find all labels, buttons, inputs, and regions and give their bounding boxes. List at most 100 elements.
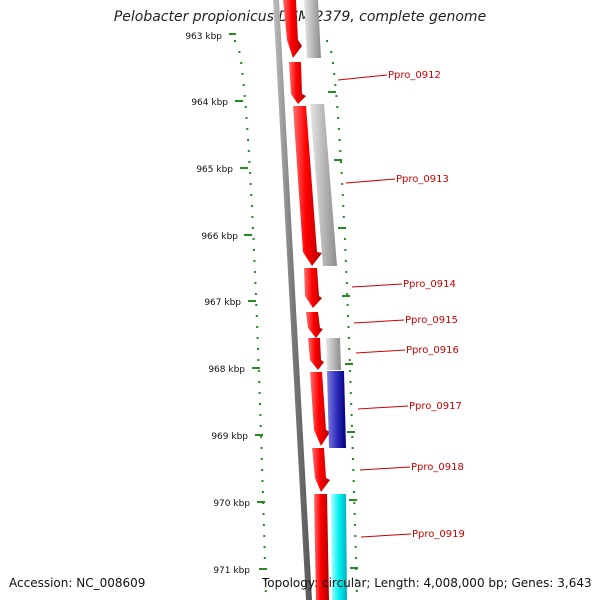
track-dot — [249, 172, 252, 174]
track-dot — [258, 392, 261, 394]
ruler-track — [234, 40, 267, 592]
gene-label[interactable]: Ppro_0916 — [406, 345, 459, 356]
gene-label[interactable]: Ppro_0918 — [411, 462, 464, 473]
track-dot — [262, 513, 265, 515]
track-dot — [349, 381, 352, 383]
gene-label-item[interactable]: Ppro_0916 — [355, 345, 459, 356]
track-dot — [354, 535, 357, 537]
gene-label-item[interactable]: Ppro_0915 — [353, 315, 458, 326]
track-dot — [344, 249, 347, 251]
track-dot — [253, 249, 255, 251]
gene-label-item[interactable]: Ppro_0919 — [360, 529, 465, 540]
track-dot — [247, 150, 250, 152]
track-dot — [264, 579, 267, 581]
track-dot — [258, 381, 261, 383]
ruler-tick-label: 970 kbp — [213, 499, 250, 509]
track-dot — [345, 271, 348, 273]
track-dot — [349, 370, 352, 372]
track-dot — [343, 227, 346, 229]
track-dot — [263, 557, 266, 559]
ruler-tick: 971 kbp — [213, 566, 267, 576]
track-dot — [350, 425, 353, 427]
track-dot — [338, 139, 341, 141]
ruler-tick-label: 967 kbp — [204, 298, 241, 308]
gene-label[interactable]: Ppro_0912 — [388, 70, 441, 81]
ruler-tick: 970 kbp — [213, 499, 265, 509]
gene-label-item[interactable]: Ppro_0918 — [359, 462, 464, 473]
track-dot — [264, 590, 267, 592]
track-dot — [261, 480, 264, 482]
track-dot — [246, 128, 249, 130]
gene-label[interactable]: Ppro_0914 — [403, 279, 456, 290]
track-dot — [242, 84, 245, 86]
track-dot — [243, 95, 246, 97]
gene-label[interactable]: Ppro_0913 — [396, 174, 449, 185]
track-dot — [355, 579, 358, 581]
track-dot — [354, 546, 357, 548]
gene-label[interactable]: Ppro_0915 — [405, 315, 458, 326]
track-dot — [253, 271, 256, 273]
cds-arrow — [289, 62, 306, 104]
track-dot — [251, 227, 254, 229]
ruler-tick-label: 971 kbp — [213, 566, 250, 576]
cds-arrow — [314, 494, 329, 600]
ruler-tick: 968 kbp — [208, 365, 260, 375]
track-dot — [346, 293, 349, 295]
blue-feature — [327, 371, 346, 448]
track-dot — [345, 282, 348, 284]
track-dot — [238, 51, 241, 53]
track-dot — [347, 326, 350, 328]
gene-label[interactable]: Ppro_0917 — [409, 401, 462, 412]
track-dot — [353, 502, 356, 504]
cyan-feature — [331, 494, 347, 600]
genome-backbone — [273, 0, 312, 600]
track-dot — [355, 590, 358, 592]
track-dot — [355, 568, 358, 570]
cds-arrow — [310, 372, 330, 446]
gene-label-item[interactable]: Ppro_0917 — [357, 401, 462, 412]
track-dot — [354, 557, 357, 559]
track-dot — [263, 546, 266, 548]
cds-arrow — [308, 338, 324, 370]
track-dot — [254, 282, 257, 284]
track-dot — [343, 238, 346, 240]
track-dot — [240, 62, 243, 64]
track-dot — [351, 447, 354, 449]
gene-label[interactable]: Ppro_0919 — [412, 529, 465, 540]
track-dot — [259, 403, 261, 405]
gene-label-item[interactable]: Ppro_0912 — [337, 70, 441, 81]
cds-arrow — [293, 106, 322, 266]
ruler-tick-label: 969 kbp — [211, 432, 248, 442]
track-dot — [245, 117, 248, 119]
ruler-tick-label: 968 kbp — [208, 365, 245, 375]
track-dot — [241, 73, 244, 75]
ruler-tick-label: 964 kbp — [191, 98, 228, 108]
gene-label-item[interactable]: Ppro_0914 — [351, 279, 456, 290]
track-dot — [330, 51, 333, 53]
track-dot — [352, 469, 355, 471]
cds-arrow — [312, 448, 330, 492]
track-dot — [350, 403, 353, 405]
gene-label-item[interactable]: Ppro_0913 — [345, 174, 449, 185]
track-dot — [334, 84, 337, 86]
track-dot — [349, 392, 352, 394]
track-dot — [255, 315, 258, 317]
accession-text: Accession: NC_008609 — [9, 576, 146, 590]
track-dot — [250, 194, 253, 196]
gene-track — [304, 0, 341, 370]
track-dot — [348, 348, 351, 350]
ruler-tick: 969 kbp — [211, 432, 263, 442]
track-dot — [254, 293, 257, 295]
track-dot — [346, 304, 349, 306]
track-dot — [347, 337, 350, 339]
track-dot — [339, 150, 342, 152]
track-dot — [256, 337, 259, 339]
cds-track — [283, 0, 330, 600]
ruler-tick: 966 kbp — [201, 232, 252, 242]
track-dot — [344, 260, 347, 262]
ruler-tick: 963 kbp — [185, 32, 236, 42]
track-dot — [351, 436, 354, 438]
track-dot — [257, 348, 259, 350]
track-dot — [261, 491, 264, 493]
track-dot — [335, 95, 338, 97]
